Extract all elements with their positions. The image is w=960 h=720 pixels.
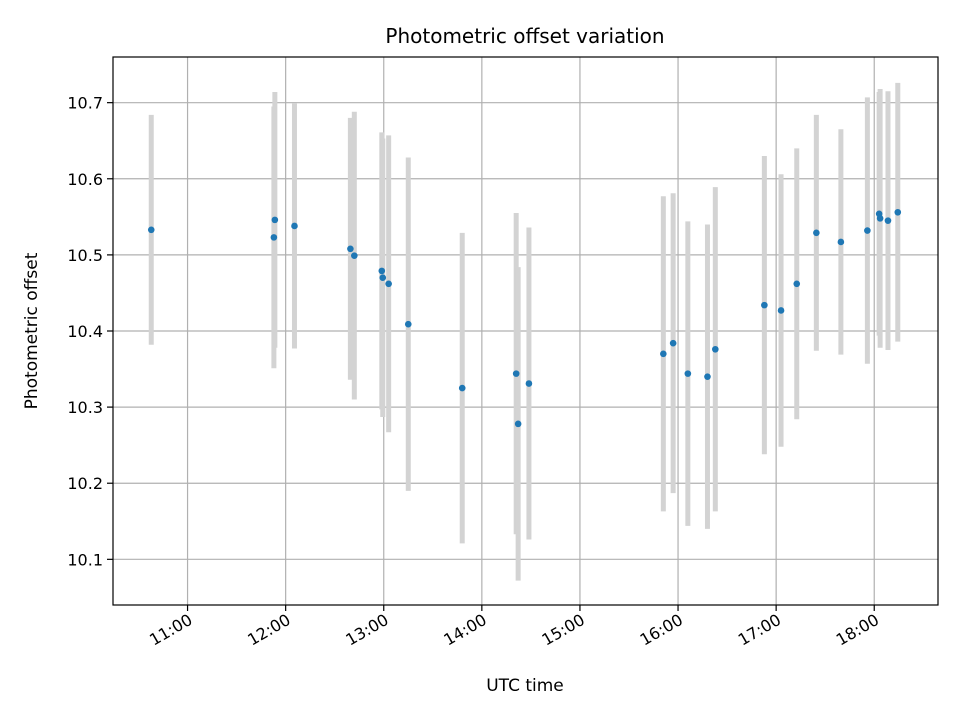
y-tick-label: 10.3 (67, 398, 103, 417)
data-point (291, 222, 298, 230)
data-point (379, 274, 387, 282)
data-point (777, 307, 785, 314)
data-point (712, 345, 719, 353)
x-tick-label: 12:00 (244, 610, 293, 650)
data-point (525, 380, 533, 387)
grid (113, 57, 938, 605)
data-point (347, 245, 354, 253)
error-bars (148, 82, 901, 581)
data-point (271, 216, 279, 224)
data-point (876, 215, 884, 222)
x-tick-label: 16:00 (637, 610, 686, 650)
data-point (864, 227, 871, 234)
data-point (458, 384, 466, 392)
data-point (404, 320, 412, 328)
data-point (793, 280, 801, 288)
x-tick-label: 18:00 (833, 610, 882, 650)
data-point (147, 226, 155, 234)
data-point (761, 301, 768, 309)
y-tick-label: 10.7 (67, 94, 103, 113)
data-point (378, 267, 386, 275)
data-point (813, 229, 820, 237)
data-point (385, 280, 392, 288)
y-tick-label: 10.5 (67, 246, 103, 265)
data-point (884, 217, 892, 224)
data-point (837, 238, 845, 246)
y-tick-label: 10.6 (67, 170, 103, 189)
data-point (660, 350, 667, 358)
chart-title: Photometric offset variation (385, 24, 664, 48)
y-tick-label: 10.4 (67, 322, 103, 341)
x-tick-label: 11:00 (146, 610, 195, 650)
y-tick-label: 10.2 (67, 474, 103, 493)
data-point (512, 370, 520, 377)
x-tick-label: 17:00 (735, 610, 784, 650)
x-tick-label: 15:00 (539, 610, 588, 650)
data-point (704, 373, 711, 380)
x-tick-label: 13:00 (342, 610, 391, 650)
data-point (270, 234, 278, 241)
x-tick-label: 14:00 (440, 610, 489, 650)
y-tick-label: 10.1 (67, 550, 103, 569)
data-point (669, 339, 677, 347)
data-point (514, 420, 522, 428)
data-point (351, 252, 358, 259)
data-points (147, 208, 902, 428)
x-axis-label: UTC time (486, 676, 564, 696)
y-axis-label: Photometric offset (22, 252, 42, 409)
data-point (894, 208, 902, 216)
data-point (684, 370, 692, 377)
axis-ticks: 11:00 12:00 13:00 14:00 15:00 16:00 17:00 18:00… (67, 94, 882, 650)
